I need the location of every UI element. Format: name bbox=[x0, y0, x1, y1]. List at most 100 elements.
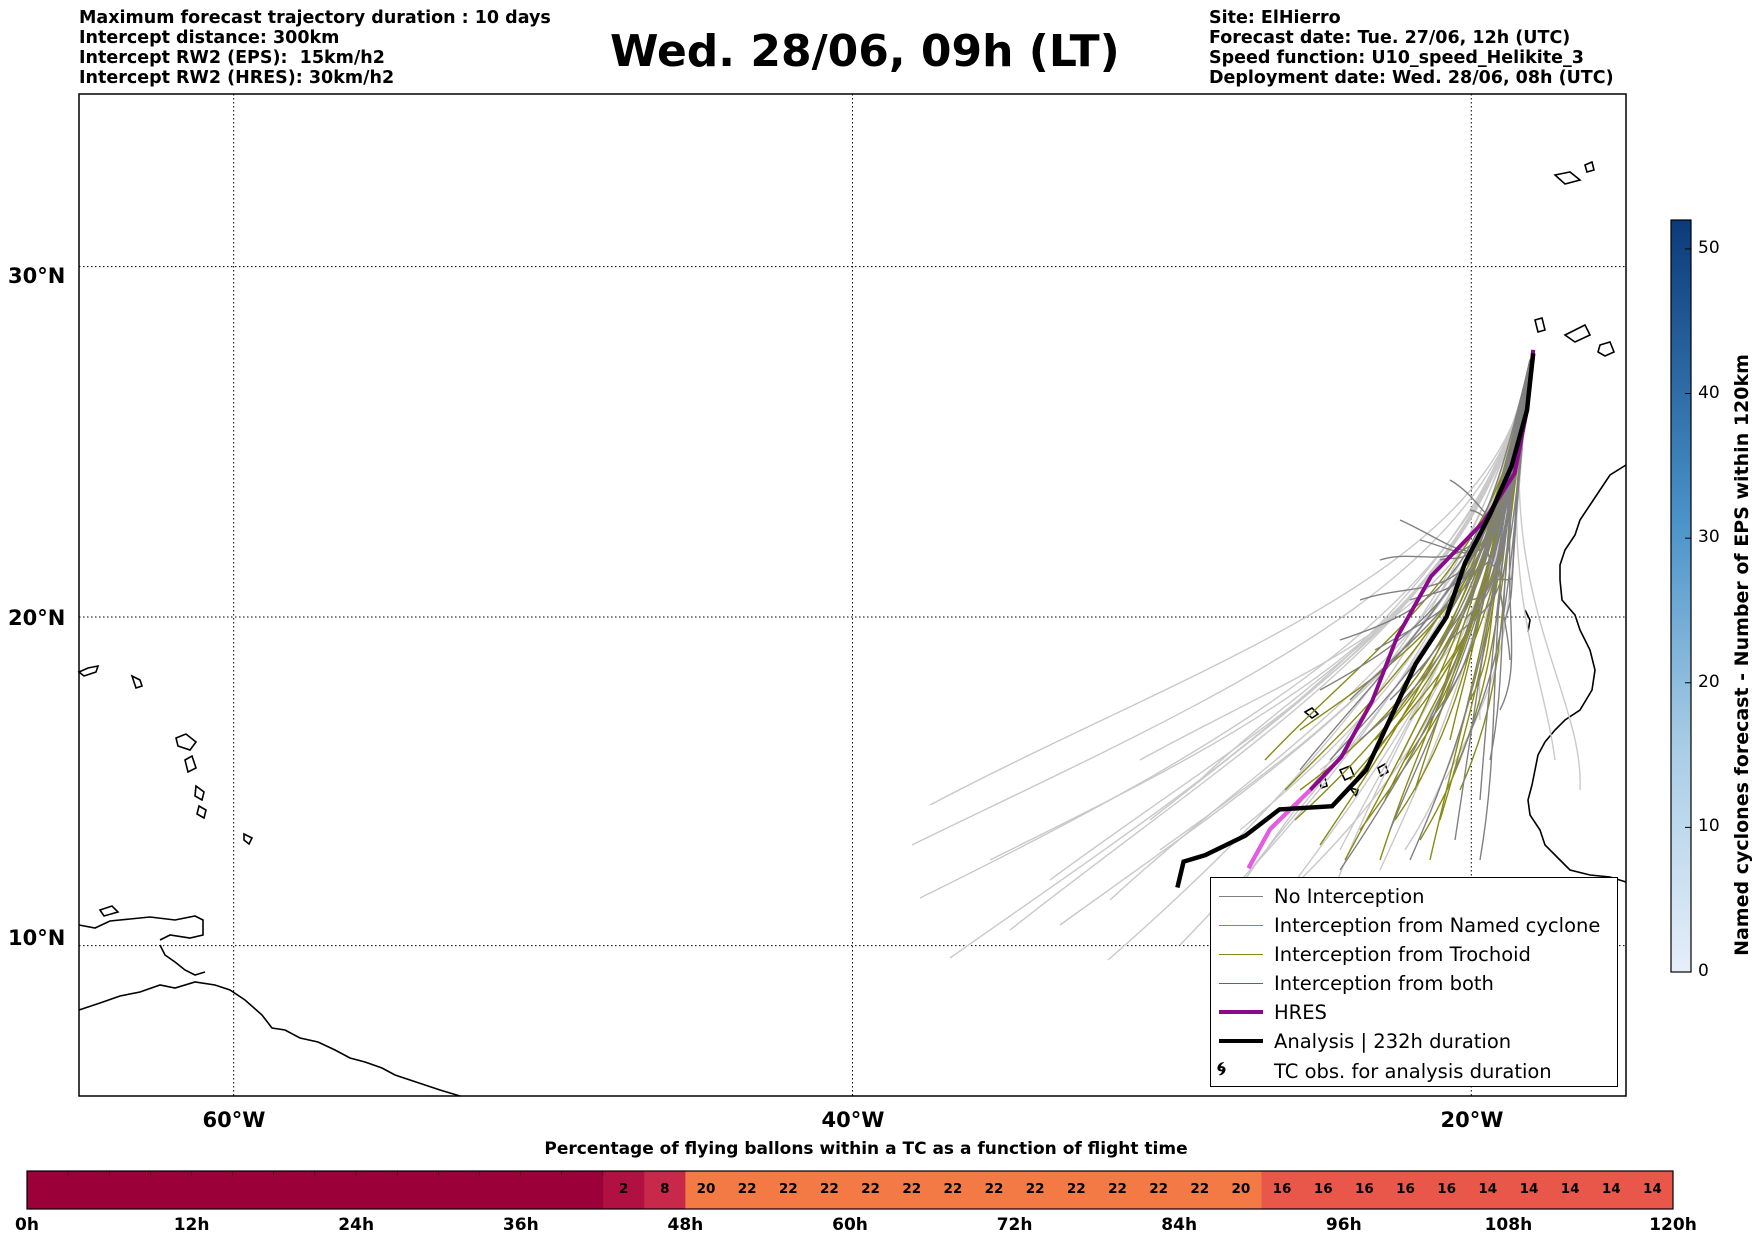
legend-item-trochoid: Interception from Trochoid bbox=[1211, 940, 1617, 968]
percentage-cell bbox=[891, 1171, 933, 1209]
trajectory-no-interception-light bbox=[1339, 359, 1531, 851]
percentage-cell bbox=[150, 1171, 193, 1209]
header-speed-function: Speed function: U10_speed_Helikite_3 bbox=[1209, 48, 1584, 68]
percentage-cell bbox=[603, 1171, 645, 1209]
legend-item-no-interception: No Interception bbox=[1211, 882, 1617, 910]
percentage-cell bbox=[1384, 1171, 1427, 1209]
legend-label: Interception from Named cyclone bbox=[1274, 914, 1601, 937]
percentage-cell bbox=[397, 1171, 439, 1209]
legend-label: No Interception bbox=[1274, 885, 1425, 908]
island-coast bbox=[243, 832, 254, 846]
lat-label-10n: 10°N bbox=[8, 926, 66, 950]
percentage-cell-label: 8 bbox=[660, 1181, 670, 1197]
percentage-cell bbox=[1302, 1171, 1345, 1209]
island-coast bbox=[175, 733, 198, 751]
legend-label: HRES bbox=[1274, 1001, 1327, 1024]
percentage-cell bbox=[438, 1171, 481, 1209]
venezuela-inlet-coast bbox=[159, 944, 206, 976]
island-coast bbox=[77, 664, 100, 677]
header-intercept-distance: Intercept distance: 300km bbox=[79, 28, 340, 48]
legend-label: Analysis | 232h duration bbox=[1274, 1030, 1512, 1053]
coastlines bbox=[77, 160, 1627, 1097]
percentage-cell bbox=[232, 1171, 275, 1209]
percentage-cell-label: 14 bbox=[1601, 1181, 1621, 1197]
percentage-cell-label: 22 bbox=[943, 1181, 963, 1197]
percentage-cell bbox=[1467, 1171, 1509, 1209]
legend-label: Interception from Trochoid bbox=[1274, 943, 1531, 966]
percentage-cell-label: 14 bbox=[1478, 1181, 1498, 1197]
legend-line-purple bbox=[1219, 1010, 1263, 1014]
colorbar-tick-label: 30 bbox=[1698, 527, 1720, 548]
trajectory-no-interception-light bbox=[911, 359, 1531, 846]
percentage-cell bbox=[1138, 1171, 1180, 1209]
percentage-bar-border bbox=[26, 1170, 1674, 1210]
header-left: Maximum forecast trajectory duration : 1… bbox=[79, 8, 551, 88]
time-axis-label: 60h bbox=[832, 1215, 868, 1235]
header-site: Site: ElHierro bbox=[1209, 8, 1341, 28]
percentage-cell bbox=[479, 1171, 522, 1209]
header-right: Site: ElHierro Forecast date: Tue. 27/06… bbox=[1209, 8, 1614, 88]
cape-verde-island-coast bbox=[1348, 786, 1360, 798]
percentage-cell bbox=[973, 1171, 1016, 1209]
african-coast-detail bbox=[1524, 609, 1531, 633]
percentage-cell bbox=[520, 1171, 563, 1209]
cyclone-colorbar bbox=[1670, 219, 1692, 973]
trajectory-no-interception bbox=[1469, 359, 1531, 521]
canary-island-coast bbox=[1553, 171, 1582, 185]
percentage-cell-label: 14 bbox=[1519, 1181, 1539, 1197]
percentage-cell bbox=[1343, 1171, 1386, 1209]
header-intercept-eps: Intercept RW2 (EPS): 15km/h2 bbox=[79, 48, 385, 68]
header-deployment-date: Deployment date: Wed. 28/06, 08h (UTC) bbox=[1209, 68, 1614, 88]
colorbar-tick-label: 50 bbox=[1698, 237, 1720, 258]
percentage-cell bbox=[27, 1171, 69, 1209]
island-coast bbox=[184, 754, 197, 774]
legend-item-tc-obs: 🌀︎ TC obs. for analysis duration bbox=[1211, 1057, 1617, 1085]
legend-item-named-cyclone: Interception from Named cyclone bbox=[1211, 911, 1617, 939]
percentage-cell-label: 16 bbox=[1313, 1181, 1333, 1197]
percentage-cell-label: 22 bbox=[1108, 1181, 1127, 1197]
percentage-cell bbox=[68, 1171, 110, 1209]
legend-line-orange bbox=[1219, 925, 1263, 926]
percentage-cell-label: 16 bbox=[1396, 1181, 1415, 1197]
percentage-cell bbox=[1014, 1171, 1057, 1209]
island-coast bbox=[196, 804, 207, 820]
lon-label-20w: 20°W bbox=[1440, 1108, 1504, 1132]
percentage-cell-label: 22 bbox=[1066, 1181, 1086, 1197]
lon-label-60w: 60°W bbox=[202, 1108, 266, 1132]
colorbar-ticks bbox=[1685, 248, 1691, 973]
percentage-cell bbox=[1096, 1171, 1139, 1209]
percentage-bar bbox=[26, 1170, 1674, 1210]
percentage-cell bbox=[767, 1171, 810, 1209]
percentage-cell-label: 16 bbox=[1437, 1181, 1457, 1197]
trinidad-venezuela-coast bbox=[78, 915, 204, 941]
lat-label-30n: 30°N bbox=[8, 264, 66, 288]
african-coast bbox=[1527, 464, 1627, 883]
map-legend: No Interception Interception from Named … bbox=[1210, 877, 1618, 1087]
trajectory-no-interception-light bbox=[1149, 359, 1531, 821]
percentage-cell-label: 16 bbox=[1272, 1181, 1292, 1197]
percentage-cell-label: 22 bbox=[861, 1181, 880, 1197]
percentage-cell-label: 22 bbox=[1025, 1181, 1045, 1197]
percentage-cell bbox=[1179, 1171, 1221, 1209]
percentage-cell-label: 22 bbox=[737, 1181, 757, 1197]
canary-island-coast bbox=[1597, 341, 1616, 357]
percentage-cell bbox=[850, 1171, 892, 1209]
map-border bbox=[78, 93, 1627, 1097]
main-tracks bbox=[1175, 349, 1536, 889]
legend-item-hres: HRES bbox=[1211, 998, 1617, 1026]
time-axis-label: 12h bbox=[173, 1215, 210, 1235]
trajectory-trochoid bbox=[1349, 359, 1531, 781]
percentage-cell bbox=[1055, 1171, 1098, 1209]
percentage-cell bbox=[644, 1171, 686, 1209]
percentage-cell bbox=[356, 1171, 398, 1209]
percentage-cell-label: 22 bbox=[984, 1181, 1004, 1197]
percentage-cell bbox=[109, 1171, 151, 1209]
percentage-cell-label: 22 bbox=[820, 1181, 839, 1197]
percentage-cell-label: 20 bbox=[696, 1181, 716, 1197]
percentage-cell-label: 22 bbox=[1149, 1181, 1169, 1197]
percentage-cell bbox=[726, 1171, 769, 1209]
trajectory-no-interception-light bbox=[1059, 359, 1531, 926]
time-axis-label: 120h bbox=[1649, 1215, 1697, 1235]
colorbar-fill bbox=[1670, 219, 1692, 973]
